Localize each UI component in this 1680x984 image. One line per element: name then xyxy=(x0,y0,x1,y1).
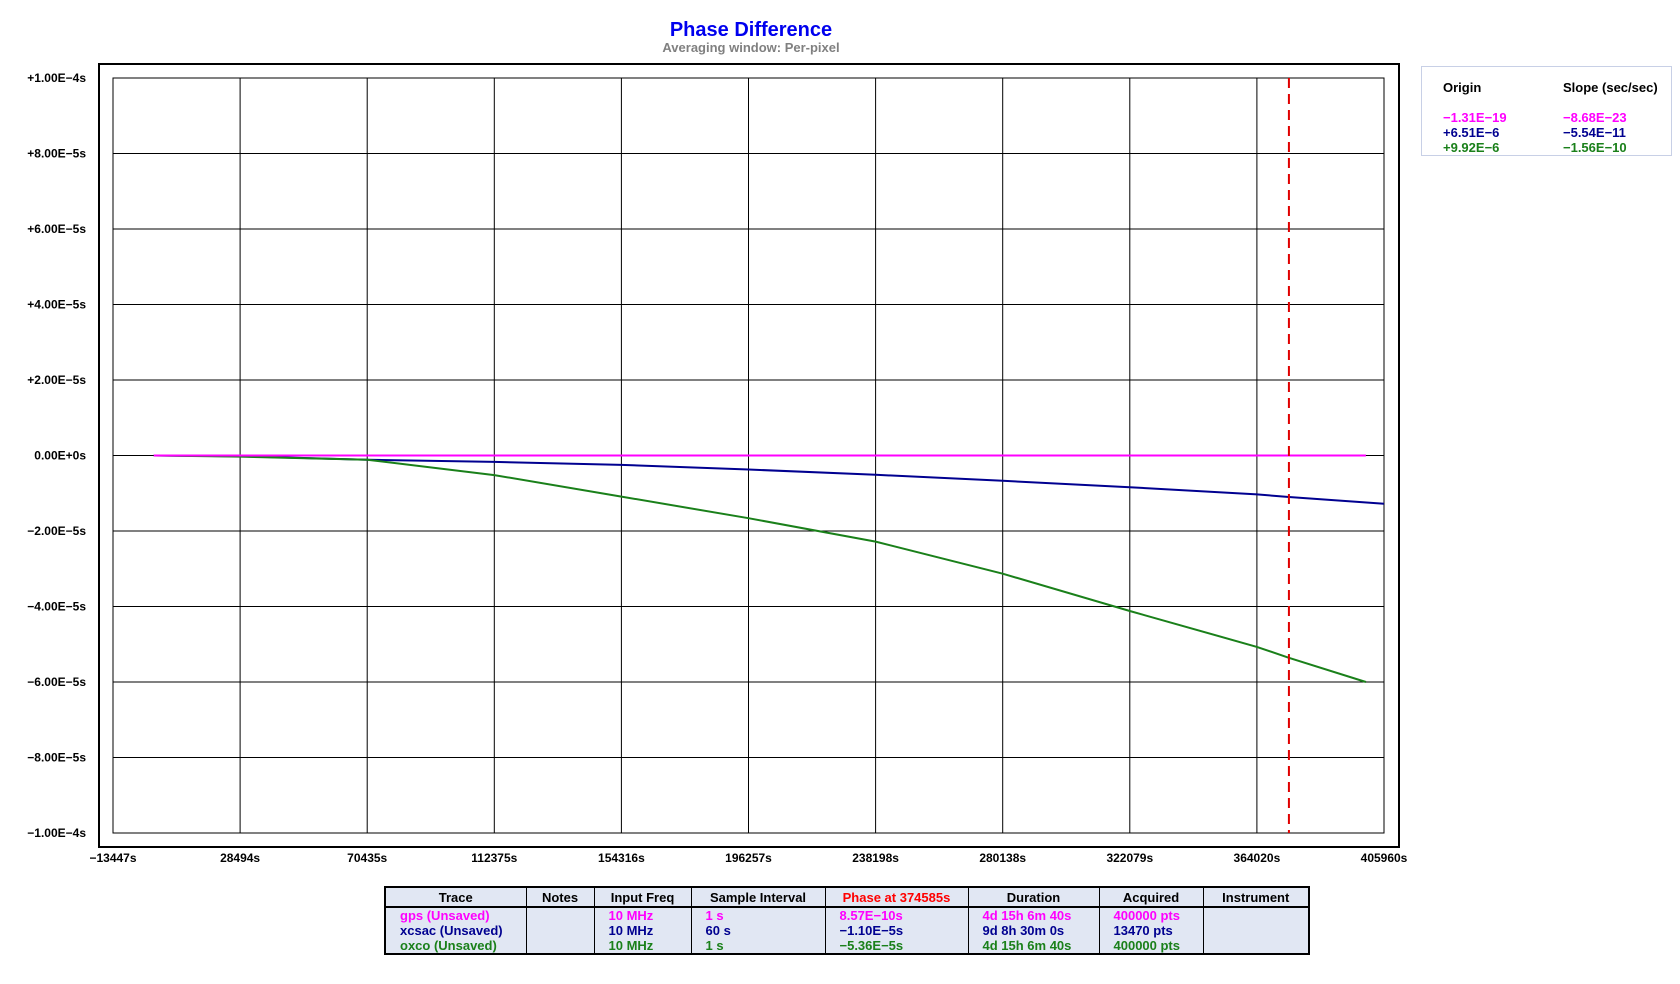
cell-instrument[interactable] xyxy=(1202,923,1310,938)
origin-xcsac: +6.51E−6 xyxy=(1443,125,1500,140)
table-row[interactable]: xcsac (Unsaved) 10 MHz 60 s −1.10E−5s 9d… xyxy=(384,923,1310,938)
x-tick-label: 196257s xyxy=(725,851,772,865)
y-tick-label: +1.00E−4s xyxy=(27,71,86,85)
y-tick-label: −4.00E−5s xyxy=(27,600,86,614)
trace-table: Trace Notes Input Freq Sample Interval P… xyxy=(384,886,1310,955)
cell-notes[interactable] xyxy=(525,923,595,938)
header-phase[interactable]: Phase at 374585s xyxy=(824,886,969,908)
chart-subtitle: Averaging window: Per-pixel xyxy=(662,40,839,55)
series-lines xyxy=(153,454,1385,683)
x-tick-label: 364020s xyxy=(1234,851,1281,865)
cell-sample-interval: 60 s xyxy=(690,923,826,938)
x-tick-label: 238198s xyxy=(852,851,899,865)
y-tick-label: +4.00E−5s xyxy=(27,298,86,312)
header-notes[interactable]: Notes xyxy=(525,886,595,908)
cell-notes[interactable] xyxy=(525,938,595,954)
table-row[interactable]: gps (Unsaved) 10 MHz 1 s 8.57E−10s 4d 15… xyxy=(384,907,1310,923)
origin-oxco: +9.92E−6 xyxy=(1443,140,1500,155)
series-line-oxco xyxy=(153,454,1367,683)
y-tick-label: −8.00E−5s xyxy=(27,751,86,765)
table-row[interactable]: oxco (Unsaved) 10 MHz 1 s −5.36E−5s 4d 1… xyxy=(384,938,1310,954)
cell-trace[interactable]: oxco (Unsaved) xyxy=(384,938,527,954)
cell-instrument[interactable] xyxy=(1202,907,1310,923)
cell-trace[interactable]: gps (Unsaved) xyxy=(384,907,527,923)
header-duration[interactable]: Duration xyxy=(967,886,1100,908)
cell-input-freq: 10 MHz xyxy=(593,907,692,923)
cell-acquired: 400000 pts xyxy=(1098,938,1204,954)
y-tick-label: −1.00E−4s xyxy=(27,826,86,840)
chart-title: Phase Difference xyxy=(670,19,832,41)
header-trace[interactable]: Trace xyxy=(384,886,527,908)
y-tick-label: +8.00E−5s xyxy=(27,147,86,161)
x-tick-label: 28494s xyxy=(220,851,260,865)
header-instrument[interactable]: Instrument xyxy=(1202,886,1310,908)
cell-phase: −5.36E−5s xyxy=(824,938,969,954)
x-tick-label: 70435s xyxy=(347,851,387,865)
y-tick-label: +6.00E−5s xyxy=(27,222,86,236)
cell-phase: −1.10E−5s xyxy=(824,923,969,938)
cell-trace[interactable]: xcsac (Unsaved) xyxy=(384,923,527,938)
header-input-freq[interactable]: Input Freq xyxy=(593,886,692,908)
cell-acquired: 400000 pts xyxy=(1098,907,1204,923)
cell-notes[interactable] xyxy=(525,907,595,923)
x-tick-label: 112375s xyxy=(471,851,517,865)
slope-gps: −8.68E−23 xyxy=(1563,110,1627,125)
origin-header: Origin xyxy=(1443,80,1482,95)
slope-xcsac: −5.54E−11 xyxy=(1563,125,1626,140)
slope-oxco: −1.56E−10 xyxy=(1563,140,1627,155)
cell-input-freq: 10 MHz xyxy=(593,938,692,954)
y-tick-label: +2.00E−5s xyxy=(27,373,86,387)
table-header-row: Trace Notes Input Freq Sample Interval P… xyxy=(384,886,1310,908)
x-tick-label: −13447s xyxy=(89,851,136,865)
cell-sample-interval: 1 s xyxy=(690,938,826,954)
cell-sample-interval: 1 s xyxy=(690,907,826,923)
cell-phase: 8.57E−10s xyxy=(824,907,969,923)
x-tick-label: 280138s xyxy=(979,851,1026,865)
x-tick-label: 154316s xyxy=(598,851,645,865)
cell-duration: 4d 15h 6m 40s xyxy=(967,907,1100,923)
x-tick-label: 322079s xyxy=(1106,851,1153,865)
y-axis-ticks: +1.00E−4s +8.00E−5s +6.00E−5s +4.00E−5s +2.0… xyxy=(27,71,86,840)
slope-header: Slope (sec/sec) xyxy=(1563,80,1658,95)
y-tick-label: 0.00E+0s xyxy=(34,449,86,463)
cell-acquired: 13470 pts xyxy=(1098,923,1204,938)
origin-gps: −1.31E−19 xyxy=(1443,110,1507,125)
phase-difference-chart: Phase Difference Averaging window: Per-p… xyxy=(27,19,1407,865)
x-tick-label: 405960s xyxy=(1361,851,1408,865)
regression-info-panel: Origin Slope (sec/sec) −1.31E−19 −8.68E−… xyxy=(1421,66,1672,156)
cell-duration: 4d 15h 6m 40s xyxy=(967,938,1100,954)
x-axis-ticks: −13447s 28494s 70435s 112375s 154316s 196257s… xyxy=(89,851,1407,865)
header-sample-interval[interactable]: Sample Interval xyxy=(690,886,826,908)
cell-instrument[interactable] xyxy=(1202,938,1310,954)
y-tick-label: −2.00E−5s xyxy=(27,524,86,538)
plot-frame xyxy=(98,63,1400,848)
header-acquired[interactable]: Acquired xyxy=(1098,886,1204,908)
cell-duration: 9d 8h 30m 0s xyxy=(967,923,1100,938)
cell-input-freq: 10 MHz xyxy=(593,923,692,938)
y-tick-label: −6.00E−5s xyxy=(27,675,86,689)
